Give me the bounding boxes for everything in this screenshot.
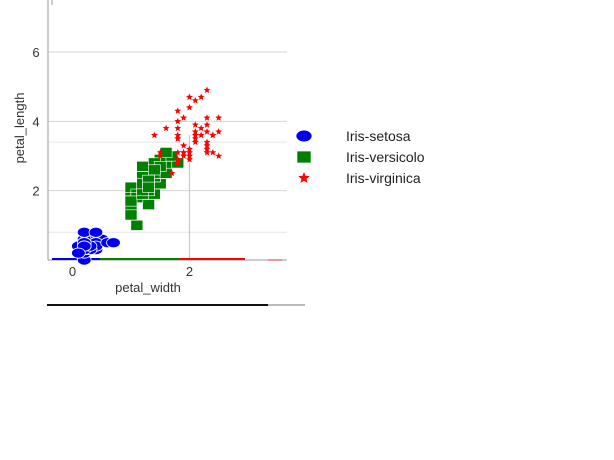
data-points [71, 86, 223, 266]
data-point [191, 128, 199, 135]
data-point [174, 124, 182, 132]
data-point [174, 159, 182, 166]
data-point [156, 148, 164, 156]
data-point [150, 131, 158, 139]
data-point [186, 103, 193, 111]
legend-label: Iris-versicolo [346, 149, 425, 165]
data-point [124, 209, 138, 221]
data-point [180, 152, 188, 159]
data-point [186, 152, 193, 159]
data-point [148, 164, 161, 176]
y-tick-label: 2 [32, 184, 39, 199]
data-point [203, 148, 211, 156]
data-point [203, 138, 211, 146]
series-1 [124, 147, 185, 231]
y-tick-label: 4 [32, 114, 39, 129]
data-point [174, 117, 182, 125]
data-point [174, 107, 182, 114]
data-point [215, 114, 223, 121]
legend-marker [298, 172, 310, 183]
data-point [156, 152, 164, 159]
series-0 [71, 226, 121, 266]
data-point [215, 128, 223, 135]
legend-marker [296, 150, 312, 164]
data-point [203, 142, 211, 149]
data-point [203, 86, 211, 94]
data-point [186, 148, 193, 156]
plot-frame [47, 0, 305, 306]
data-point [88, 226, 104, 238]
data-point [215, 152, 223, 159]
data-point [209, 131, 217, 139]
data-point [186, 155, 193, 163]
x-axis-title: petal_width [115, 280, 181, 295]
data-point [180, 114, 188, 121]
data-point [124, 195, 138, 207]
data-point [191, 131, 199, 139]
data-point [106, 237, 121, 249]
data-point [191, 121, 199, 128]
x-tick-label: 2 [186, 264, 193, 279]
data-point [203, 128, 211, 135]
data-point [203, 114, 211, 121]
data-point [197, 131, 205, 139]
y-tick-label: 6 [32, 45, 39, 60]
data-point [197, 124, 205, 132]
data-point [180, 148, 188, 156]
data-point [191, 96, 199, 104]
data-point [136, 161, 149, 172]
legend-label: Iris-setosa [346, 128, 411, 144]
data-point [162, 124, 170, 132]
data-point [174, 135, 182, 142]
data-point [191, 138, 199, 146]
data-point [174, 131, 182, 139]
data-point [197, 93, 205, 100]
data-point [142, 181, 155, 193]
data-point [203, 121, 211, 128]
data-point [209, 148, 217, 156]
data-point [168, 169, 176, 177]
legend-marker [295, 129, 313, 143]
legend: Iris-setosa Iris-versicolo Iris-virginica [295, 128, 425, 186]
legend-label: Iris-virginica [346, 170, 421, 186]
axes: petal_width petal_length 2 4 6 0 2 [12, 45, 193, 295]
data-point [174, 155, 182, 163]
data-point [186, 93, 193, 100]
data-point [142, 199, 155, 210]
data-point [203, 145, 211, 152]
x-tick-label: 0 [69, 264, 76, 279]
data-point [71, 247, 86, 259]
data-point [191, 135, 199, 142]
series-2 [150, 86, 223, 177]
data-point [174, 148, 182, 156]
y-axis-title: petal_length [12, 93, 27, 164]
data-point [130, 219, 144, 231]
data-point [186, 145, 193, 152]
data-point [180, 142, 188, 149]
